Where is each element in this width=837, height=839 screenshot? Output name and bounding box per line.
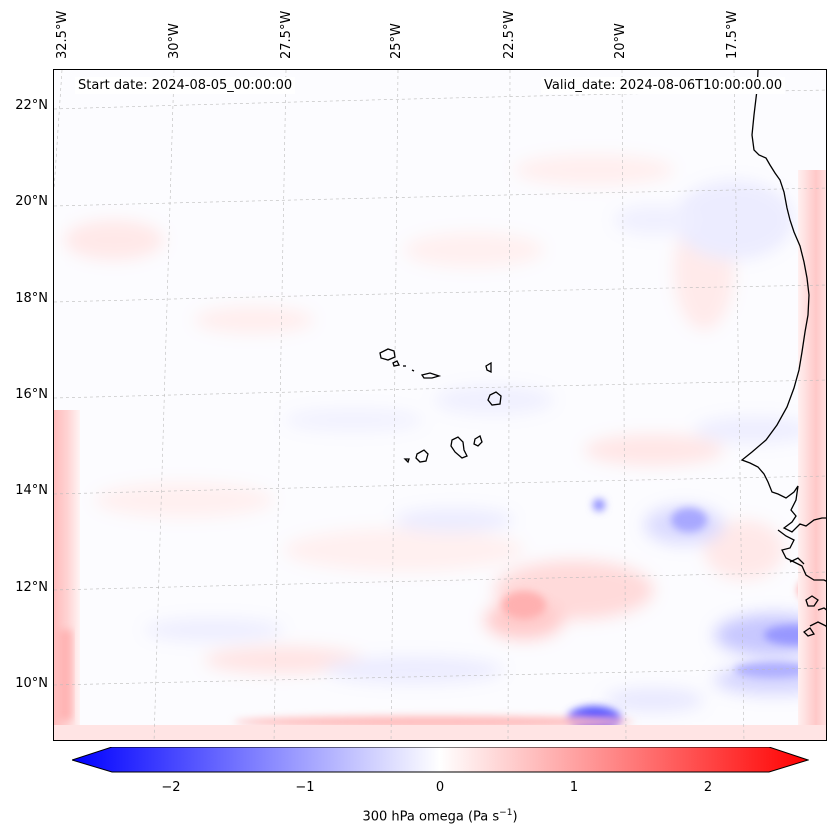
start-date-label: Start date: 2024-08-05_00:00:00 (75, 77, 296, 94)
lat-label-20n: 20°N (15, 194, 48, 209)
lon-label-17-5w: 17.5°W (725, 10, 740, 59)
gridlines (54, 70, 826, 740)
lon-label-27-5w: 27.5°W (279, 10, 294, 59)
lat-label-18n: 18°N (15, 291, 48, 306)
omega-shading (54, 70, 826, 740)
lon-label-20w: 20°W (613, 23, 628, 59)
colorbar-tick-0: 0 (435, 780, 445, 795)
right-edge-band (798, 170, 826, 740)
lon-label-32-5w: 32.5°W (55, 10, 70, 59)
cape-verde-islands (379, 348, 502, 464)
map-panel[interactable] (53, 69, 827, 741)
lat-label-14n: 14°N (15, 483, 48, 498)
lat-label-16n: 16°N (15, 387, 48, 402)
lat-label-22n: 22°N (15, 98, 48, 113)
colorbar-tick-neg1: −1 (295, 780, 315, 795)
lon-label-22-5w: 22.5°W (502, 10, 517, 59)
lat-label-12n: 12°N (15, 580, 48, 595)
lat-label-10n: 10°N (15, 676, 48, 691)
west-africa-coastline (740, 70, 826, 637)
colorbar-tick-2: 2 (703, 780, 713, 795)
colorbar-label: 300 hPa omega (Pa s−1) (362, 808, 518, 825)
colorbar-tick-1: 1 (569, 780, 579, 795)
colorbar-tick-neg2: −2 (161, 780, 181, 795)
omega-colorbar (72, 747, 809, 773)
valid-date-label: Valid_date: 2024-08-06T10:00:00.00 (541, 77, 786, 94)
lon-label-25w: 25°W (389, 23, 404, 59)
omega-field-map (54, 70, 826, 740)
lon-label-30w: 30°W (167, 23, 182, 59)
